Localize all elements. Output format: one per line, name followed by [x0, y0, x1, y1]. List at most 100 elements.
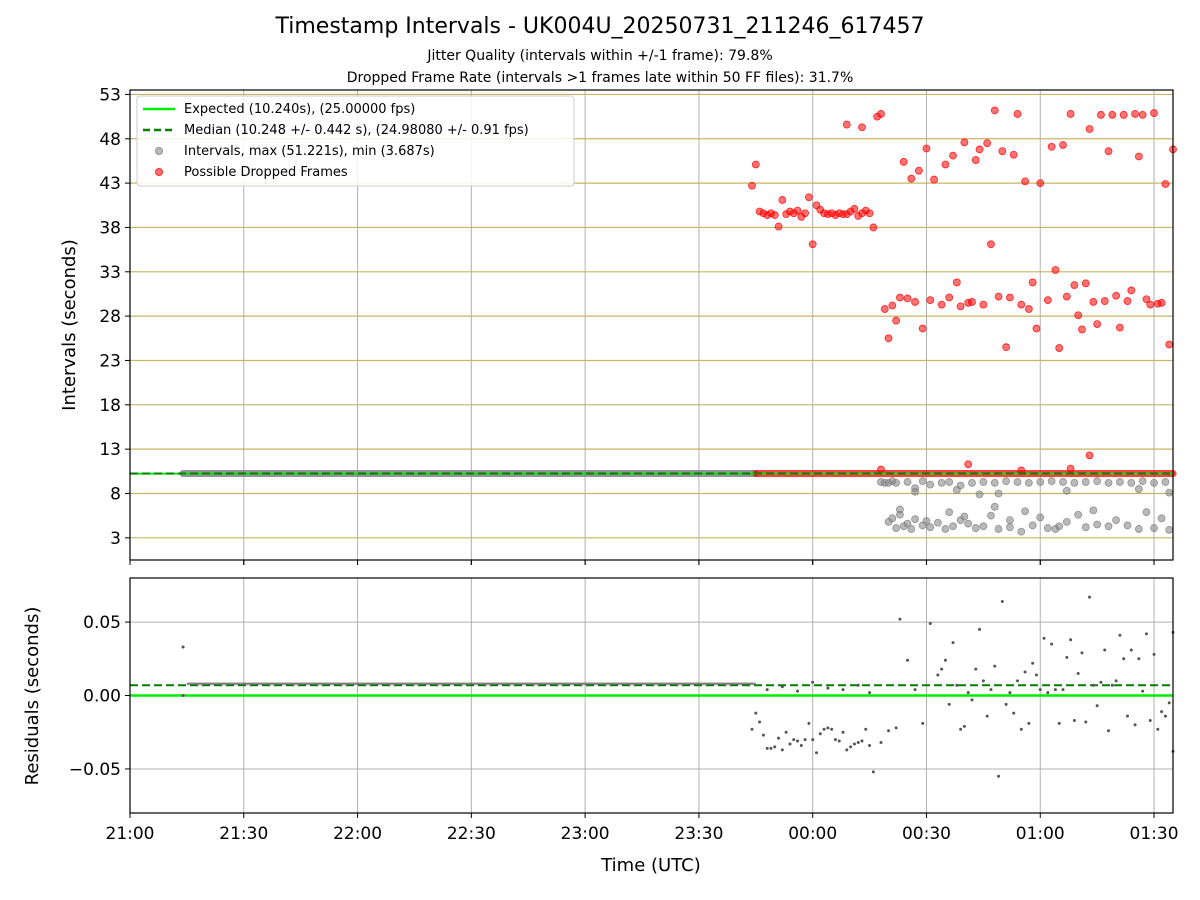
interval-point — [1093, 520, 1102, 529]
interval-point — [907, 525, 916, 533]
interval-point — [941, 525, 950, 533]
interval-point — [990, 502, 999, 511]
residual-point — [1023, 670, 1027, 674]
dropped-frame-point — [914, 166, 923, 175]
x-tick-label: 00:00 — [788, 824, 837, 844]
dropped-frame-point — [1070, 281, 1079, 289]
residual-point — [1148, 718, 1152, 722]
interval-point — [949, 522, 957, 531]
residual-point — [773, 745, 777, 749]
dropped-frame-point — [975, 145, 984, 154]
dropped-frame-point — [1112, 291, 1121, 300]
interval-point — [975, 490, 984, 499]
dropped-frame-point — [1002, 343, 1011, 352]
residual-point — [1088, 595, 1092, 599]
residual-point — [1156, 727, 1160, 731]
dropped-frame-point — [907, 174, 916, 183]
residual-point — [1027, 721, 1031, 725]
residual-point — [928, 622, 932, 626]
interval-point — [926, 480, 935, 489]
interval-point — [1017, 527, 1026, 536]
interval-point — [945, 508, 954, 517]
interval-point — [960, 512, 969, 521]
top-ylabel: Intervals (seconds) — [59, 239, 80, 411]
interval-point — [1134, 525, 1143, 533]
dropped-frame-point — [956, 302, 965, 311]
x-tick-label: 23:00 — [561, 824, 610, 844]
dropped-frame-point — [1024, 305, 1033, 313]
residual-point — [860, 739, 864, 743]
interval-point — [903, 519, 912, 528]
interval-point — [1165, 488, 1174, 497]
residual-point — [822, 727, 826, 731]
residual-point — [943, 658, 947, 662]
dropped-frame-point — [793, 206, 802, 215]
residual-point — [826, 726, 830, 730]
dropped-frame-point — [748, 181, 756, 190]
legend-intervals-swatch — [155, 147, 163, 155]
residual-point — [1034, 673, 1038, 677]
residual-point — [1144, 632, 1148, 636]
dropped-frame-point — [1036, 179, 1045, 188]
x-tick-label: 01:00 — [1016, 824, 1065, 844]
dropped-frame-point — [1116, 323, 1124, 332]
residual-point — [1163, 714, 1167, 718]
residual-point — [970, 698, 974, 702]
dropped-frame-point — [941, 160, 950, 169]
interval-point — [918, 477, 927, 485]
residual-point — [1000, 600, 1004, 603]
bottom-panel-marks — [181, 595, 1175, 778]
top-y-tick-label: 23 — [99, 351, 121, 371]
top-y-tick-label: 28 — [99, 307, 121, 327]
interval-point — [1055, 522, 1064, 531]
interval-point — [1150, 478, 1158, 487]
residual-point — [856, 683, 860, 687]
bottom-y-tick-label: 0.05 — [83, 613, 121, 633]
top-y-tick-label: 53 — [99, 85, 121, 105]
dropped-frame-point — [926, 296, 935, 305]
interval-point — [896, 505, 904, 514]
residual-point — [1038, 688, 1042, 692]
bottom-y-tick-label: −0.05 — [69, 760, 121, 780]
residual-point — [1004, 702, 1008, 706]
residual-point — [833, 738, 837, 742]
dropped-frame-point — [877, 110, 885, 118]
residual-point — [852, 742, 856, 746]
interval-point — [1006, 523, 1014, 532]
interval-point — [964, 519, 973, 528]
residual-point — [1076, 671, 1080, 675]
dropped-frame-point — [1085, 451, 1094, 460]
dropped-frame-point — [1051, 266, 1060, 274]
dropped-frame-point — [1032, 324, 1041, 333]
interval-point — [911, 515, 919, 524]
dropped-frame-point — [918, 324, 927, 333]
residual-point — [936, 673, 940, 677]
dropped-frame-point — [751, 160, 760, 169]
residual-point — [1050, 642, 1054, 646]
dropped-frame-point — [1097, 110, 1105, 119]
interval-point — [1104, 478, 1113, 487]
residual-point — [1152, 652, 1156, 656]
dropped-frame-point — [778, 196, 787, 204]
dropped-frame-point — [903, 294, 912, 303]
dropped-frame-point — [922, 144, 931, 153]
residual-point — [906, 658, 910, 662]
residual-point — [868, 743, 872, 747]
residual-point — [887, 729, 891, 733]
dropped-frame-point — [1009, 150, 1018, 159]
dropped-frame-point — [888, 301, 897, 310]
dropped-frame-point — [983, 139, 992, 148]
dropped-frame-point — [1119, 110, 1128, 119]
dropped-frame-point — [960, 138, 969, 147]
residual-point — [841, 688, 845, 692]
interval-point — [1093, 477, 1102, 485]
residual-point — [1133, 723, 1137, 727]
dropped-frame-point — [774, 222, 783, 231]
dropped-frame-point — [1100, 297, 1109, 305]
dropped-frame-point — [801, 209, 810, 218]
residual-point — [181, 645, 185, 649]
residual-point — [841, 730, 845, 734]
residual-point — [811, 680, 815, 684]
interval-point — [1021, 507, 1029, 516]
residual-point — [1065, 655, 1069, 659]
